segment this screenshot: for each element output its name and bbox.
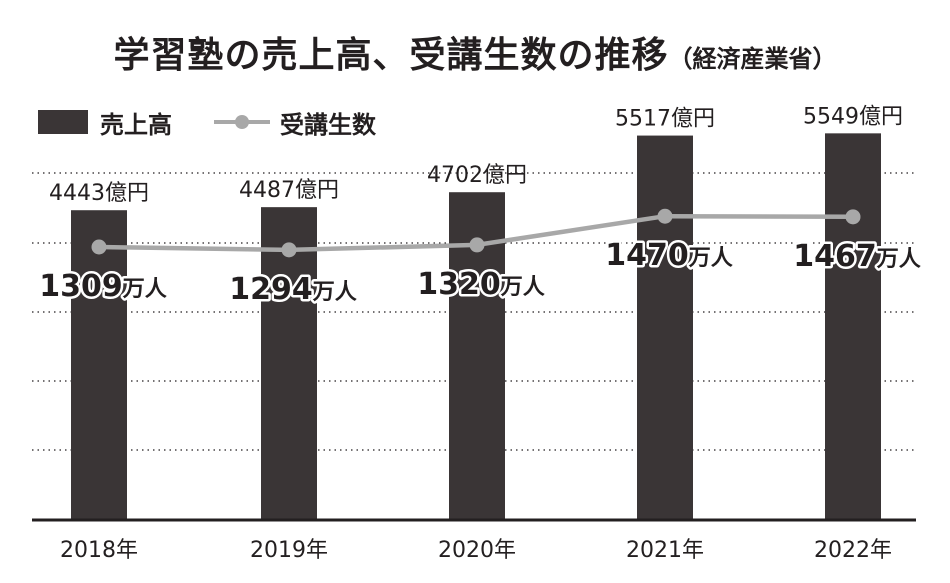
legend-label-sales: 売上高 <box>100 110 172 139</box>
students-point-2020年 <box>469 237 485 253</box>
legend-label-students: 受講生数 <box>280 110 376 139</box>
legend-bar-swatch <box>38 110 88 134</box>
source-text: （経済産業省） <box>668 45 837 73</box>
x-tick-label-2019年: 2019年 <box>250 538 328 563</box>
students-point-2018年 <box>91 239 107 255</box>
chart-title: 学習塾の売上高、受講生数の推移（経済産業省） <box>0 26 950 78</box>
students-point-2022年 <box>845 209 861 225</box>
students-value-label-2021年: 1470万人 <box>605 238 733 273</box>
title-text: 学習塾の売上高、受講生数の推移 <box>113 35 669 76</box>
students-value-label-2022年: 1467万人 <box>793 239 921 274</box>
x-tick-label-2021年: 2021年 <box>626 538 704 563</box>
x-tick-label-2020年: 2020年 <box>438 538 516 563</box>
students-unit: 万人 <box>122 277 167 302</box>
bar-2019年 <box>261 207 317 519</box>
students-unit: 万人 <box>688 246 733 271</box>
legend: 売上高 受講生数 <box>38 104 376 140</box>
bar-value-label-2022年: 5549億円 <box>803 104 903 129</box>
students-unit: 万人 <box>500 275 545 300</box>
students-point-2021年 <box>657 208 673 224</box>
students-point-2019年 <box>281 242 297 258</box>
legend-line-swatch <box>214 110 270 134</box>
bar-value-label-2020年: 4702億円 <box>427 163 527 188</box>
bar-2018年 <box>71 210 127 520</box>
students-value-label-2019年: 1294万人 <box>229 272 357 307</box>
students-unit: 万人 <box>312 280 357 305</box>
bar-value-label-2018年: 4443億円 <box>49 181 149 206</box>
bar-value-label-2021年: 5517億円 <box>615 107 715 132</box>
students-value-label-2020年: 1320万人 <box>417 267 545 302</box>
bar-2022年 <box>825 133 881 520</box>
students-unit: 万人 <box>876 247 921 272</box>
x-tick-label-2018年: 2018年 <box>60 538 138 563</box>
students-value-label-2018年: 1309万人 <box>39 269 167 304</box>
bar-value-label-2019年: 4487億円 <box>239 178 339 203</box>
bar-2021年 <box>637 135 693 520</box>
x-tick-label-2022年: 2022年 <box>814 538 892 563</box>
